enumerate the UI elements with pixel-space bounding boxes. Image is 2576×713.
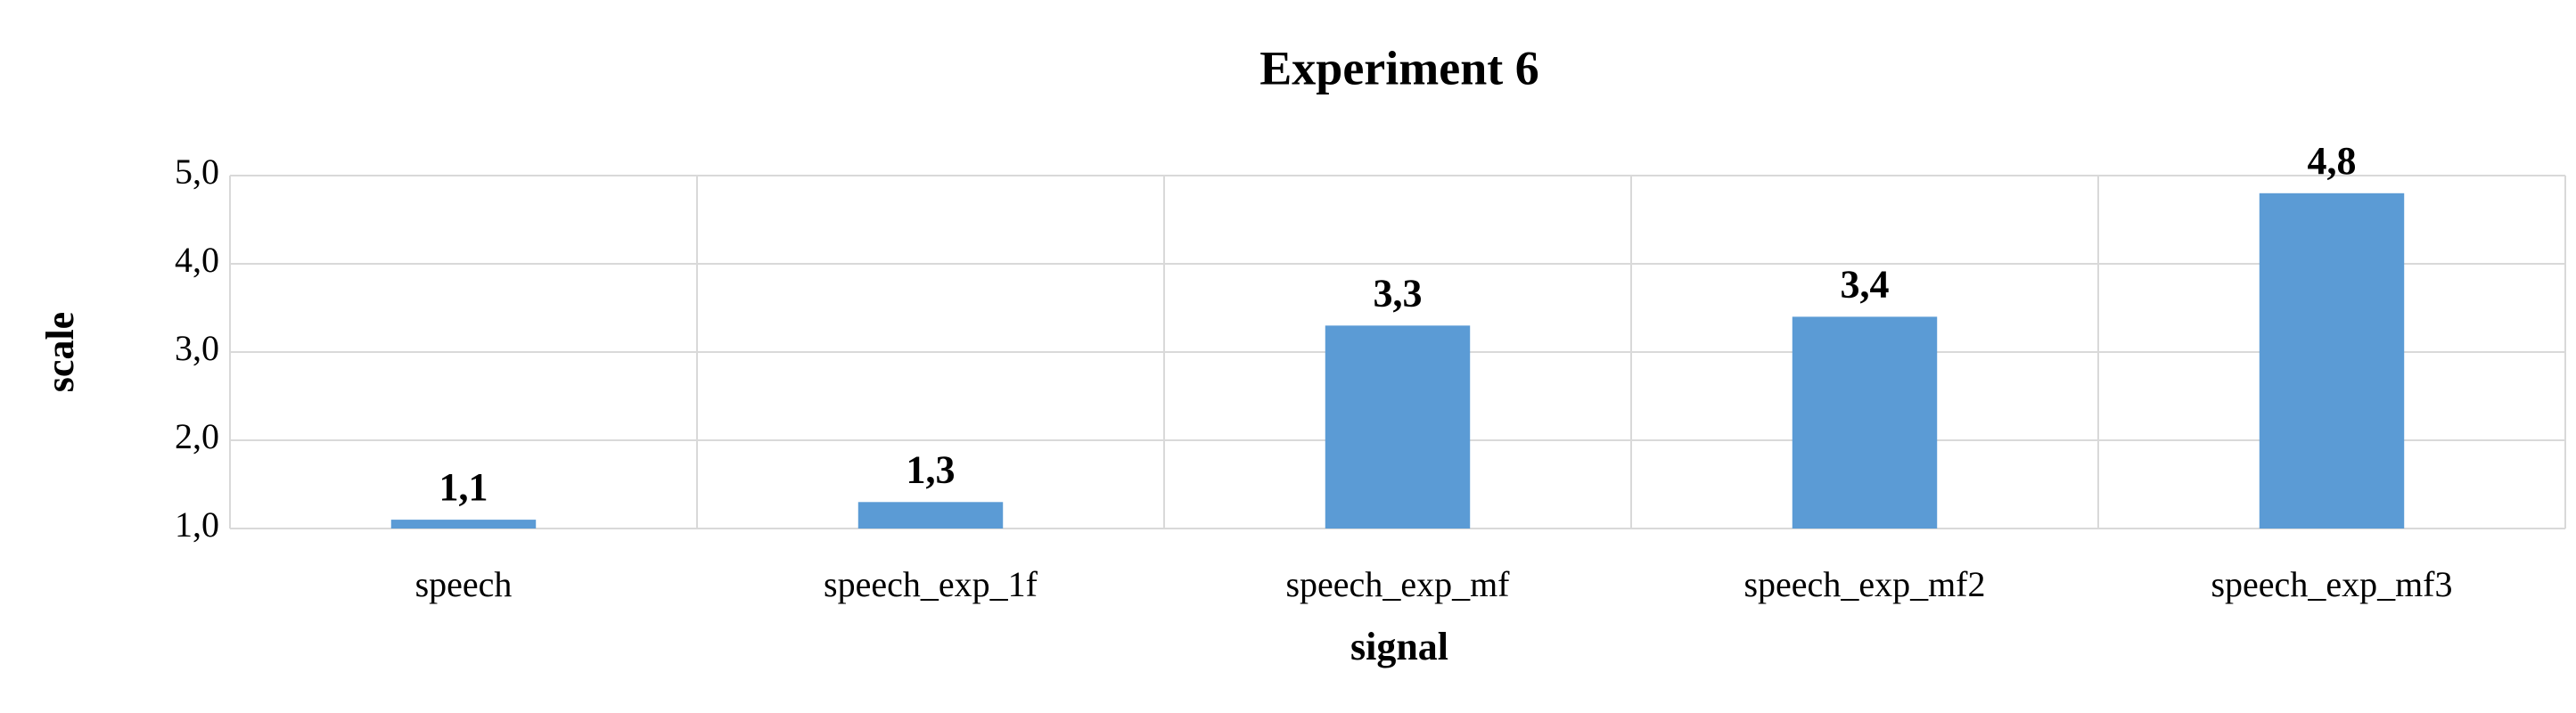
- chart-title: Experiment 6: [1259, 41, 1538, 94]
- x-tick-label: speech_exp_mf2: [1743, 564, 1985, 604]
- bar: [1792, 316, 1938, 529]
- x-tick-label: speech_exp_mf: [1285, 564, 1510, 604]
- value-label: 1,3: [907, 447, 956, 491]
- bar: [1325, 325, 1471, 529]
- x-tick-label: speech: [415, 564, 513, 604]
- y-tick-label: 3,0: [175, 328, 219, 368]
- y-tick-label: 5,0: [175, 152, 219, 192]
- y-tick-label: 1,0: [175, 504, 219, 545]
- x-tick-label: speech_exp_1f: [824, 564, 1038, 604]
- bar: [2259, 193, 2405, 529]
- y-tick-label: 2,0: [175, 416, 219, 456]
- x-axis-label: signal: [1350, 625, 1448, 668]
- bar: [857, 502, 1004, 529]
- value-label: 3,4: [1841, 262, 1890, 306]
- x-tick-label: speech_exp_mf3: [2211, 564, 2452, 604]
- bar: [390, 520, 537, 529]
- y-tick-label: 4,0: [175, 240, 219, 280]
- value-label: 3,3: [1374, 271, 1423, 315]
- y-axis-label: scale: [38, 312, 82, 392]
- value-label: 4,8: [2308, 139, 2357, 183]
- value-label: 1,1: [439, 465, 488, 509]
